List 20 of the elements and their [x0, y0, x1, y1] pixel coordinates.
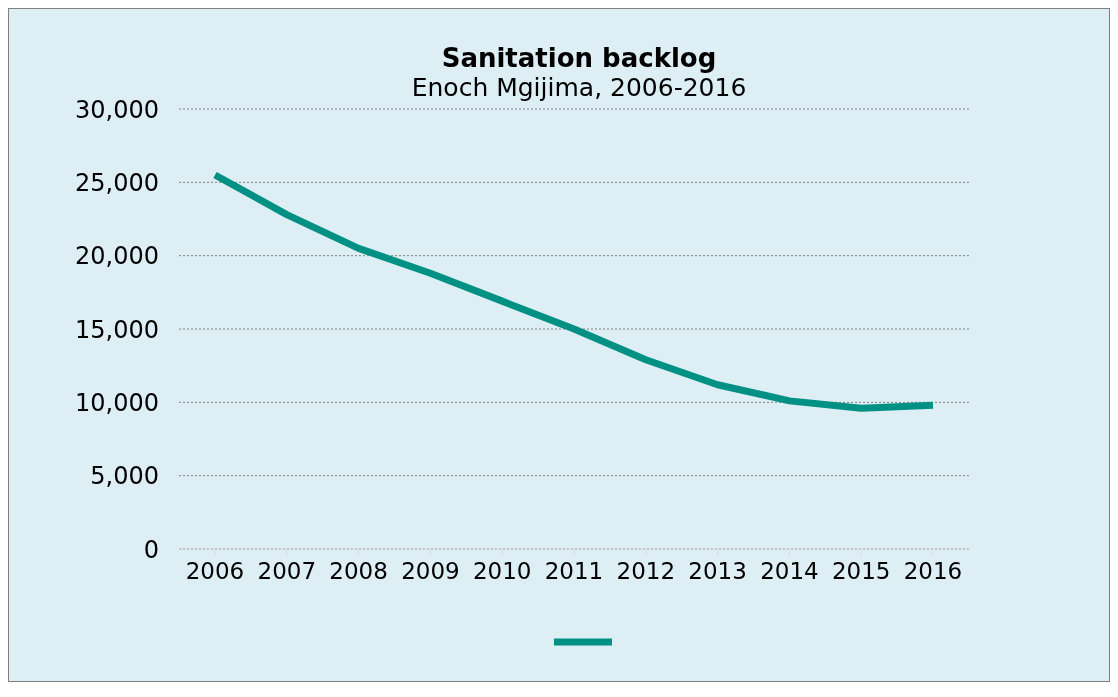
x-tick-label: 2006 [185, 558, 245, 585]
x-tick-label: 2014 [760, 558, 819, 585]
x-tick-label: 2015 [831, 558, 891, 585]
x-tick-label: 2011 [544, 558, 604, 585]
x-tick-label: 2010 [472, 558, 532, 585]
x-tick-label: 2007 [257, 558, 317, 585]
y-tick-label: 0 [143, 535, 159, 564]
chart-title: Sanitation backlog [440, 43, 718, 73]
y-tick-label: 10,000 [75, 388, 159, 417]
x-tick-label: 2009 [401, 558, 460, 585]
x-tick-label: 2013 [688, 558, 747, 585]
y-tick-label: 15,000 [75, 315, 159, 344]
x-tick-label: 2012 [616, 558, 676, 585]
y-tick-label: 20,000 [75, 242, 159, 271]
y-tick-label: 5,000 [90, 462, 159, 491]
x-tick-label: 2008 [329, 558, 388, 585]
y-tick-label: 25,000 [75, 168, 159, 197]
chart-subtitle: Enoch Mgijima, 2006-2016 [411, 73, 747, 102]
x-tick-label: 2016 [903, 558, 963, 585]
y-tick-label: 30,000 [75, 95, 159, 124]
